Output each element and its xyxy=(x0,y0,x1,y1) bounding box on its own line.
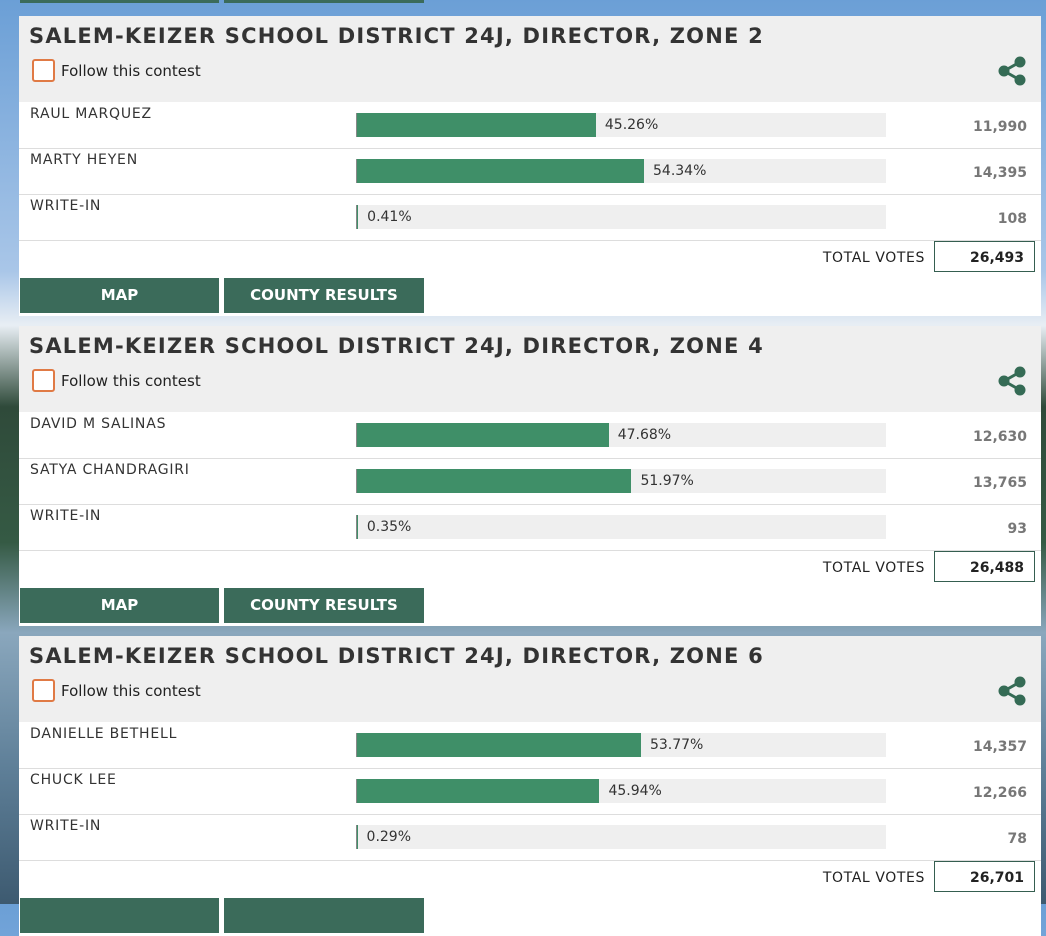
share-icon[interactable] xyxy=(997,676,1027,710)
percent-bar xyxy=(356,825,358,849)
candidate-row: DANIELLE BETHELL 53.77% 14,357 xyxy=(19,722,1041,769)
bar-track xyxy=(356,779,886,803)
follow-checkbox[interactable] xyxy=(32,59,55,82)
total-value: 26,701 xyxy=(934,861,1035,892)
partial-button[interactable] xyxy=(224,0,424,3)
total-value: 26,488 xyxy=(934,551,1035,582)
contest-header: SALEM-KEIZER SCHOOL DISTRICT 24J, DIRECT… xyxy=(19,636,1041,722)
candidate-row: SATYA CHANDRAGIRI 51.97% 13,765 xyxy=(19,458,1041,505)
percent-label: 53.77% xyxy=(649,737,704,753)
contest-panel: SALEM-KEIZER SCHOOL DISTRICT 24J, DIRECT… xyxy=(19,16,1041,316)
share-icon[interactable] xyxy=(997,366,1027,400)
percent-label: 0.35% xyxy=(366,519,412,535)
action-button[interactable] xyxy=(224,898,424,933)
percent-label: 47.68% xyxy=(617,427,672,443)
action-button[interactable]: MAP xyxy=(20,278,219,313)
candidate-row: CHUCK LEE 45.94% 12,266 xyxy=(19,768,1041,815)
contest-title: SALEM-KEIZER SCHOOL DISTRICT 24J, DIRECT… xyxy=(29,24,764,48)
total-label: TOTAL VOTES xyxy=(822,250,925,266)
follow-checkbox[interactable] xyxy=(32,369,55,392)
percent-bar xyxy=(356,515,358,539)
follow-label[interactable]: Follow this contest xyxy=(61,372,201,390)
vote-count: 11,990 xyxy=(972,119,1027,135)
contest-header: SALEM-KEIZER SCHOOL DISTRICT 24J, DIRECT… xyxy=(19,16,1041,102)
partial-button[interactable] xyxy=(20,0,219,3)
candidate-name: RAUL MARQUEZ xyxy=(30,106,152,122)
follow-label[interactable]: Follow this contest xyxy=(61,62,201,80)
percent-bar xyxy=(356,159,644,183)
bar-track xyxy=(356,159,886,183)
percent-label: 45.26% xyxy=(604,117,659,133)
vote-count: 78 xyxy=(1007,831,1027,847)
percent-bar xyxy=(356,205,359,229)
candidate-row: MARTY HEYEN 54.34% 14,395 xyxy=(19,148,1041,195)
action-button[interactable]: MAP xyxy=(20,588,219,623)
total-label: TOTAL VOTES xyxy=(822,560,925,576)
action-button[interactable]: COUNTY RESULTS xyxy=(224,278,424,313)
vote-count: 108 xyxy=(997,211,1027,227)
bar-track xyxy=(356,113,886,137)
candidate-name: DANIELLE BETHELL xyxy=(30,726,178,742)
candidate-row: WRITE-IN 0.41% 108 xyxy=(19,194,1041,241)
candidate-name: DAVID M SALINAS xyxy=(30,416,167,432)
follow-checkbox[interactable] xyxy=(32,679,55,702)
bar-track xyxy=(356,733,886,757)
candidate-row: DAVID M SALINAS 47.68% 12,630 xyxy=(19,412,1041,459)
bar-track xyxy=(356,423,886,447)
vote-count: 14,395 xyxy=(972,165,1027,181)
bar-track xyxy=(356,515,886,539)
contest-header: SALEM-KEIZER SCHOOL DISTRICT 24J, DIRECT… xyxy=(19,326,1041,412)
candidate-name: WRITE-IN xyxy=(30,818,102,834)
candidate-row: WRITE-IN 0.29% 78 xyxy=(19,814,1041,861)
candidate-name: CHUCK LEE xyxy=(30,772,117,788)
percent-label: 54.34% xyxy=(653,163,707,179)
follow-label[interactable]: Follow this contest xyxy=(61,682,201,700)
total-value: 26,493 xyxy=(934,241,1035,272)
vote-count: 14,357 xyxy=(972,739,1027,755)
percent-bar xyxy=(356,113,596,137)
percent-label: 51.97% xyxy=(640,473,694,489)
contest-title: SALEM-KEIZER SCHOOL DISTRICT 24J, DIRECT… xyxy=(29,334,764,358)
candidate-name: WRITE-IN xyxy=(30,198,102,214)
vote-count: 13,765 xyxy=(972,475,1027,491)
percent-bar xyxy=(356,779,600,803)
percent-bar xyxy=(356,469,632,493)
action-button[interactable] xyxy=(20,898,219,933)
percent-bar xyxy=(356,733,641,757)
total-label: TOTAL VOTES xyxy=(822,870,925,886)
vote-count: 12,266 xyxy=(972,785,1027,801)
percent-label: 0.41% xyxy=(367,209,412,225)
vote-count: 93 xyxy=(1007,521,1027,537)
candidate-row: WRITE-IN 0.35% 93 xyxy=(19,504,1041,551)
candidate-name: SATYA CHANDRAGIRI xyxy=(30,462,190,478)
candidate-name: MARTY HEYEN xyxy=(30,152,138,168)
vote-count: 12,630 xyxy=(972,429,1027,445)
percent-label: 0.29% xyxy=(366,829,412,845)
contest-panel: SALEM-KEIZER SCHOOL DISTRICT 24J, DIRECT… xyxy=(19,326,1041,626)
share-icon[interactable] xyxy=(997,56,1027,90)
contest-panel: SALEM-KEIZER SCHOOL DISTRICT 24J, DIRECT… xyxy=(19,636,1041,936)
bar-track xyxy=(356,205,886,229)
contest-title: SALEM-KEIZER SCHOOL DISTRICT 24J, DIRECT… xyxy=(29,644,764,668)
action-button[interactable]: COUNTY RESULTS xyxy=(224,588,424,623)
candidate-row: RAUL MARQUEZ 45.26% 11,990 xyxy=(19,102,1041,149)
percent-bar xyxy=(356,423,609,447)
candidate-name: WRITE-IN xyxy=(30,508,102,524)
percent-label: 45.94% xyxy=(608,783,662,799)
bar-track xyxy=(356,825,886,849)
bar-track xyxy=(356,469,886,493)
